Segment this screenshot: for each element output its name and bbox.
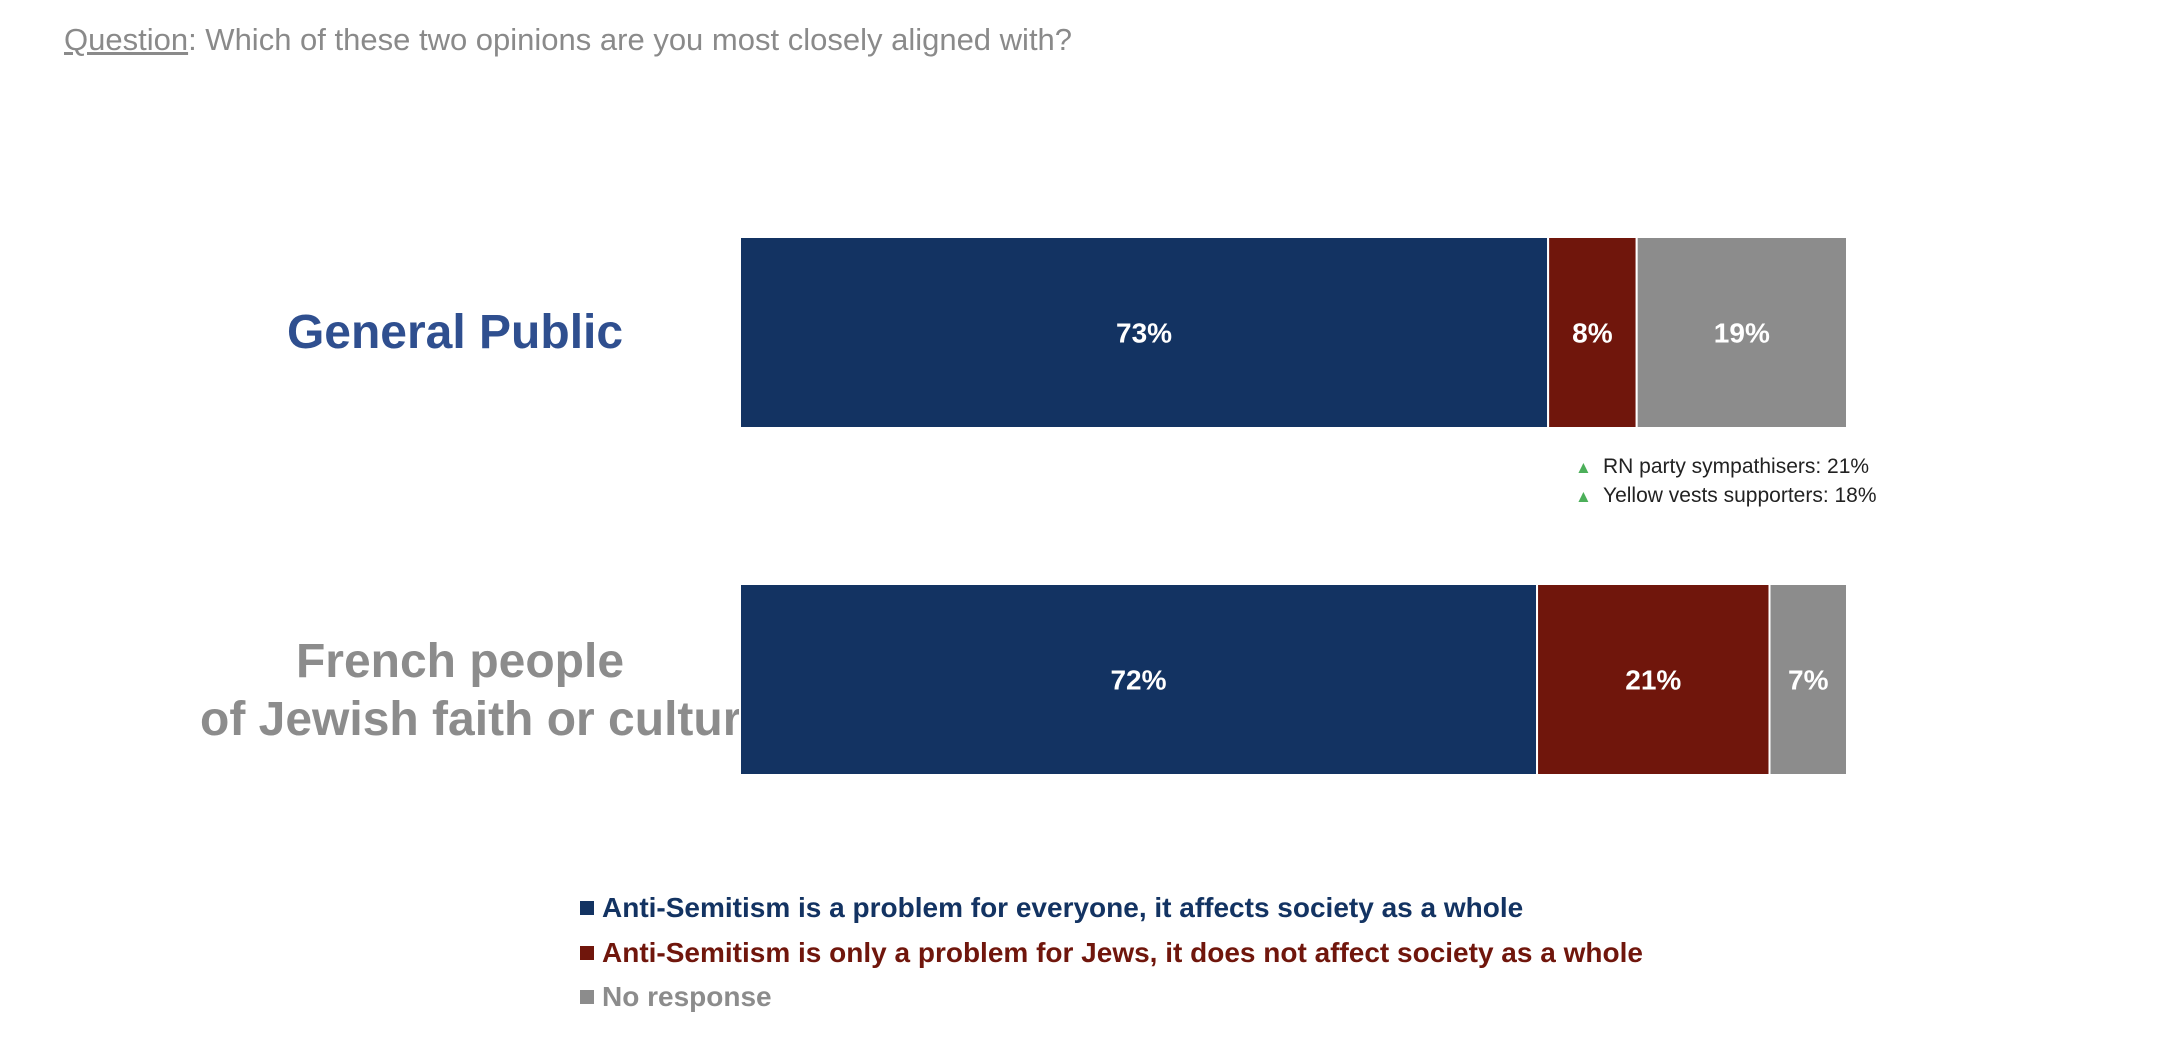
category-label-line: French people [295, 635, 625, 688]
annotation-rn: ▲ RN party sympathisers: 21% [1575, 455, 1869, 479]
bar-value-label: 19% [1714, 318, 1770, 349]
bar-value-label: 21% [1625, 665, 1681, 696]
category-label-general-public: General Public [200, 304, 710, 362]
category-label-line: of Jewish faith or culture [200, 693, 769, 746]
bar-segment [1536, 583, 1771, 776]
bar-value-label: 7% [1788, 665, 1829, 696]
question-label: Question [64, 22, 189, 57]
bar-value-label: 73% [1116, 318, 1172, 349]
annotation-yellow-vests: ▲ Yellow vests supporters: 18% [1575, 484, 1877, 508]
bar-segment [1635, 236, 1849, 429]
bar-value-label: 8% [1572, 318, 1613, 349]
legend-item-everyone: Anti-Semitism is a problem for everyone,… [580, 892, 1523, 924]
category-label-jewish: French people of Jewish faith or culture [200, 633, 769, 749]
up-triangle-icon: ▲ [1575, 487, 1592, 506]
bar-value-label: 72% [1110, 665, 1166, 696]
legend-label: No response [602, 981, 772, 1012]
legend-swatch [580, 946, 594, 960]
legend-swatch [580, 901, 594, 915]
legend-label: Anti-Semitism is only a problem for Jews… [602, 937, 1643, 968]
question-text: : Which of these two opinions are you mo… [188, 22, 1073, 57]
question: Question: Which of these two opinions ar… [64, 22, 1072, 58]
bar-segment [739, 236, 1550, 429]
up-triangle-icon: ▲ [1575, 458, 1592, 477]
bar-segment [739, 583, 1539, 776]
bar-segment [1768, 583, 1849, 776]
annotation-text: Yellow vests supporters: 18% [1603, 484, 1877, 507]
annotation-text: RN party sympathisers: 21% [1603, 455, 1870, 478]
legend-label: Anti-Semitism is a problem for everyone,… [602, 892, 1524, 923]
legend-item-no-response: No response [580, 981, 772, 1013]
legend-swatch [580, 990, 594, 1004]
category-label-line: General Public [286, 306, 624, 359]
legend-item-only-jews: Anti-Semitism is only a problem for Jews… [580, 937, 1643, 969]
